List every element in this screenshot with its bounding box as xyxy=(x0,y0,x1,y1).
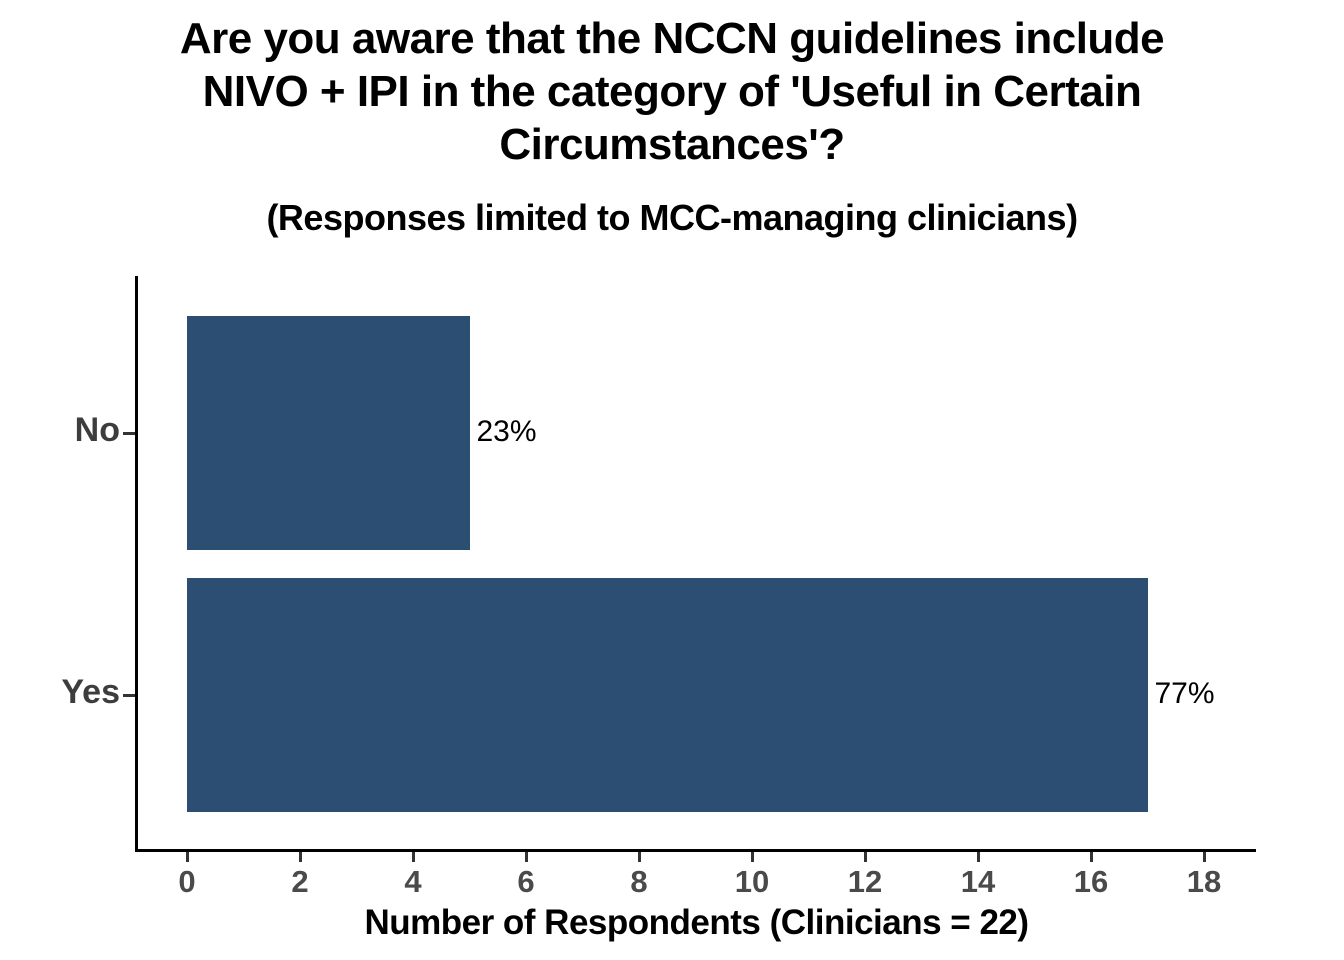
y-tick-yes xyxy=(123,693,135,697)
y-axis-label-yes: Yes xyxy=(61,673,120,711)
x-tick-0 xyxy=(185,852,189,862)
x-tick-label-12: 12 xyxy=(847,864,883,899)
x-tick-12 xyxy=(863,852,867,862)
bar-yes xyxy=(187,578,1148,812)
x-tick-10 xyxy=(750,852,754,862)
x-tick-16 xyxy=(1089,852,1093,862)
x-tick-label-6: 6 xyxy=(517,864,535,899)
bar-value-label-no: 23% xyxy=(476,415,537,448)
chart-title-line-2: NIVO + IPI in the category of 'Useful in… xyxy=(202,67,1142,116)
x-tick-label-16: 16 xyxy=(1073,864,1109,899)
x-tick-8 xyxy=(637,852,641,862)
x-axis-title: Number of Respondents (Clinicians = 22) xyxy=(364,903,1029,942)
chart-title-line-1: Are you aware that the NCCN guidelines i… xyxy=(179,14,1165,63)
chart-title-line-3: Circumstances'? xyxy=(499,120,845,169)
y-axis-label-no: No xyxy=(74,411,120,449)
x-tick-label-8: 8 xyxy=(630,864,648,899)
x-tick-6 xyxy=(524,852,528,862)
y-tick-no xyxy=(123,431,135,435)
x-tick-label-4: 4 xyxy=(404,864,422,899)
x-tick-2 xyxy=(298,852,302,862)
x-axis-line xyxy=(135,849,1256,852)
x-tick-4 xyxy=(411,852,415,862)
x-tick-label-2: 2 xyxy=(291,864,309,899)
y-axis-line xyxy=(135,276,138,852)
x-tick-label-14: 14 xyxy=(960,864,996,899)
bar-no xyxy=(187,316,470,550)
x-tick-14 xyxy=(976,852,980,862)
bar-value-label-yes: 77% xyxy=(1154,677,1215,710)
x-tick-label-10: 10 xyxy=(734,864,770,899)
chart-subtitle: (Responses limited to MCC-managing clini… xyxy=(266,197,1078,238)
x-tick-label-0: 0 xyxy=(178,864,196,899)
chart-title: Are you aware that the NCCN guidelines i… xyxy=(0,12,1344,171)
x-tick-18 xyxy=(1202,852,1206,862)
x-tick-label-18: 18 xyxy=(1186,864,1222,899)
